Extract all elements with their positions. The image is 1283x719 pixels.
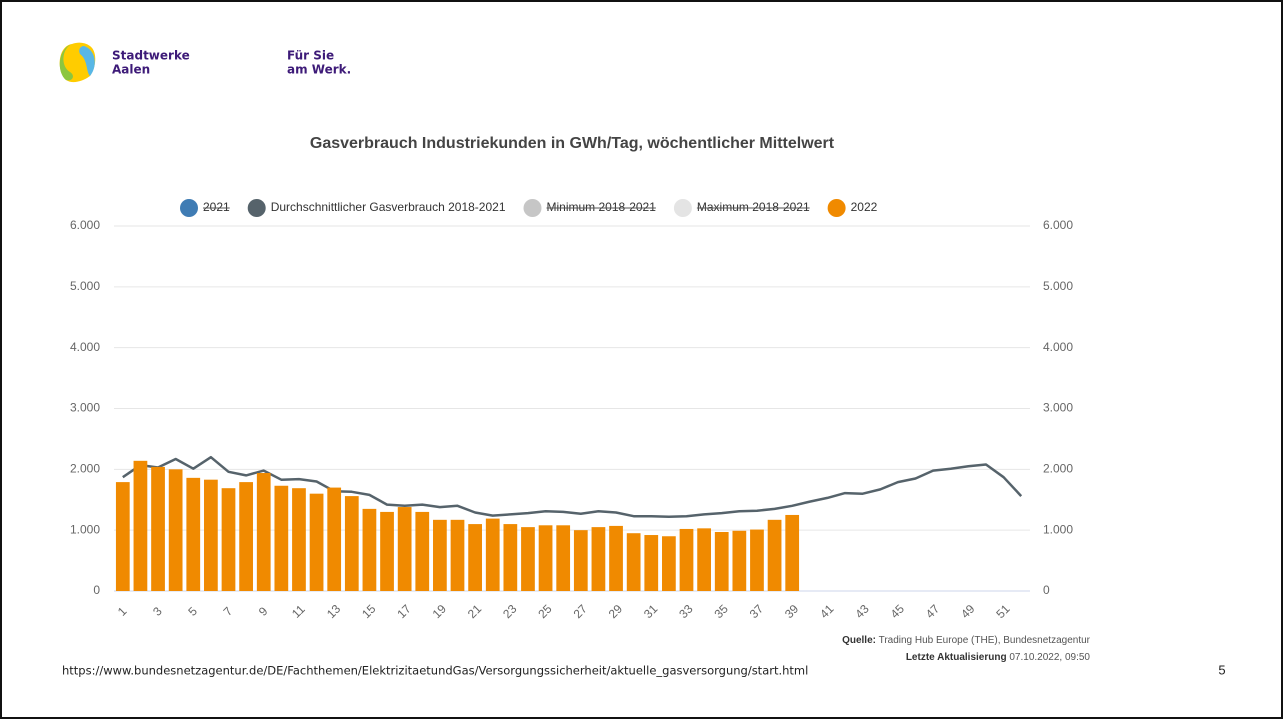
bar: [204, 479, 218, 591]
bar: [556, 525, 571, 591]
y-tick-label: 4.000: [70, 340, 100, 354]
bar: [662, 536, 676, 591]
legend-label: Durchschnittlicher Gasverbrauch 2018-202…: [271, 200, 506, 214]
bar: [573, 530, 588, 591]
y-tick-label: 5.000: [70, 279, 100, 293]
logo-green: [59, 44, 73, 81]
legend-label: Maximum 2018-2021: [697, 200, 810, 214]
legend-swatch: [247, 199, 266, 217]
legend-swatch: [673, 199, 692, 217]
y2-tick-label: 1.000: [1043, 522, 1073, 536]
updated-label: Letzte Aktualisierung: [906, 652, 1007, 663]
chart-title: Gasverbrauch Industriekunden in GWh/Tag,…: [310, 135, 835, 152]
bar: [292, 488, 306, 591]
bar: [609, 525, 623, 591]
source-label: Quelle:: [842, 635, 876, 646]
bar: [133, 460, 148, 591]
source-url: https://www.bundesnetzagentur.de/DE/Fach…: [62, 664, 808, 678]
bar: [521, 527, 535, 591]
y2-tick-label: 3.000: [1043, 401, 1073, 415]
bar: [221, 488, 236, 591]
brand-line: Stadtwerke: [112, 49, 190, 63]
legend-label: 2022: [851, 200, 878, 214]
bar: [344, 496, 359, 591]
brand-line: Aalen: [112, 63, 150, 77]
y-tick-label: 6.000: [70, 218, 100, 232]
slogan-line: am Werk.: [287, 63, 351, 77]
legend-item: Durchschnittlicher Gasverbrauch 2018-202…: [247, 199, 506, 217]
bar: [433, 519, 447, 591]
legend-label: Minimum 2018-2021: [547, 200, 657, 214]
updated: Letzte Aktualisierung 07.10.2022, 09:50: [906, 652, 1091, 663]
bar: [679, 528, 694, 591]
legend-swatch: [180, 199, 198, 217]
logo: [59, 42, 96, 83]
bar: [327, 487, 342, 591]
bar: [186, 477, 201, 591]
bar: [750, 529, 764, 591]
bar: [697, 528, 711, 591]
legend-swatch: [827, 199, 846, 217]
bar: [644, 535, 659, 591]
y-tick-label: 1.000: [70, 522, 100, 536]
updated-text: 07.10.2022, 09:50: [1009, 652, 1090, 663]
y2-tick-label: 0: [1043, 583, 1050, 597]
bar: [256, 472, 271, 591]
bar: [309, 493, 324, 591]
bar: [115, 482, 130, 591]
bar: [626, 533, 641, 591]
slogan-line: Für Sie: [287, 49, 334, 63]
y2-tick-label: 2.000: [1043, 462, 1073, 476]
bar: [239, 482, 253, 591]
legend-label: 2021: [203, 200, 230, 214]
logo-blue: [79, 46, 95, 76]
source: Quelle: Trading Hub Europe (THE), Bundes…: [842, 635, 1091, 646]
y2-tick-label: 5.000: [1043, 279, 1073, 293]
bar: [538, 525, 553, 591]
bar: [468, 524, 482, 591]
legend-item: Minimum 2018-2021: [523, 199, 657, 217]
line: [122, 455, 1023, 519]
bar: [591, 527, 606, 591]
bar: [380, 511, 394, 591]
bar: [415, 511, 430, 591]
bar: [397, 507, 412, 591]
y2-tick-label: 4.000: [1043, 340, 1073, 354]
legend-swatch: [523, 199, 542, 217]
bar: [168, 469, 183, 591]
source-text: Trading Hub Europe (THE), Bundesnetzagen…: [879, 635, 1091, 646]
bar: [362, 508, 377, 591]
page-number: 5: [1218, 662, 1225, 677]
legend-item: 2022: [827, 199, 878, 217]
bar: [714, 531, 729, 591]
bar: [274, 485, 289, 591]
bar: [151, 466, 165, 591]
legend-item: Maximum 2018-2021: [673, 199, 810, 217]
bar: [785, 514, 800, 591]
y2-tick-label: 6.000: [1043, 218, 1073, 232]
y-tick-label: 3.000: [70, 401, 100, 415]
bar: [767, 519, 782, 591]
bar: [732, 530, 747, 591]
bar: [503, 524, 518, 591]
bar: [485, 518, 500, 591]
y-tick-label: 0: [93, 583, 100, 597]
y-tick-label: 2.000: [70, 462, 100, 476]
legend-item: 2021: [180, 199, 230, 217]
bar: [450, 519, 465, 591]
